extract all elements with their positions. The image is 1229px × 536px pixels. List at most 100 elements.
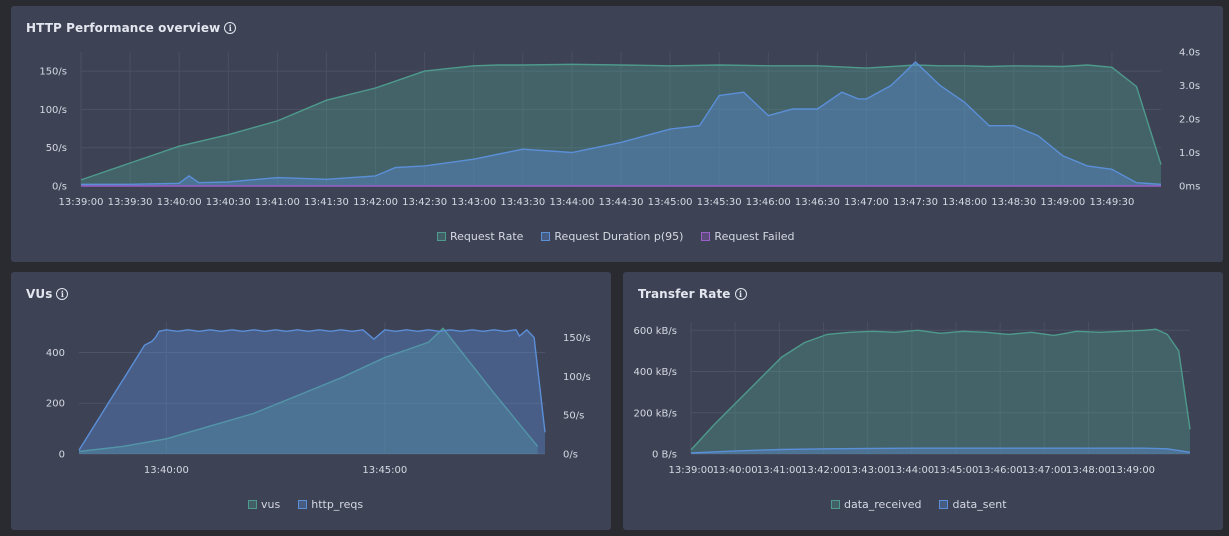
legend-item-request-duration-p-95[interactable]: Request Duration p(95) [541,230,683,243]
legend-item-data-received[interactable]: data_received [831,498,921,511]
y-right-tick-label: 3.0s [1179,81,1200,92]
http-legend: Request Rate Request Duration p(95) Reques… [437,230,795,243]
y-left-tick-label: 50/s [46,143,67,154]
legend-swatch [831,500,840,509]
series-line-vus [78,327,539,453]
legend-swatch [939,500,949,509]
x-tick-label: 13:39:00 [59,197,104,208]
info-icon[interactable]: i [56,288,69,300]
x-tick-label: 13:48:00 [1066,465,1111,476]
y-right-tick-label: 50/s [563,411,584,422]
x-tick-label: 13:42:00 [801,465,846,476]
y-right-tick-label: 0/s [563,450,578,461]
y-right-tick-label: 2.0s [1179,115,1200,126]
legend-label: vus [261,498,281,511]
x-tick-label: 13:48:00 [942,197,987,208]
x-tick-label: 13:41:00 [757,465,802,476]
x-tick-label: 13:43:00 [845,465,890,476]
x-tick-label: 13:43:30 [500,197,545,208]
x-tick-label: 13:45:00 [648,197,693,208]
legend-item-http-reqs[interactable]: http_reqs [298,498,363,511]
x-tick-label: 13:46:30 [795,197,840,208]
y-left-tick-label: 400 [46,348,65,359]
x-tick-label: 13:42:30 [402,197,447,208]
vus-chart: 0 200 400 0/s 50/s 100/s 150/s 13:40:00 13:45:00 [46,322,591,476]
x-tick-label: 13:45:00 [933,465,978,476]
legend-item-data-sent[interactable]: data_sent [939,498,1007,511]
series-line-data-received [690,328,1191,451]
y-left-tick-label: 200 [46,399,65,410]
vus-panel: VUs i 0 200 400 0/s 50/s 100/s 150/s 13:40:00 13… [11,272,611,530]
legend-swatch [248,500,257,509]
x-tick-label: 13:49:30 [1089,197,1134,208]
transfer-legend: data_received data_sent [831,498,1007,511]
series-line-data-sent [690,447,1191,454]
legend-swatch [701,232,711,241]
x-tick-label: 13:44:30 [599,197,644,208]
x-tick-label: 13:44:00 [889,465,934,476]
x-tick-label: 13:43:00 [451,197,496,208]
x-tick-label: 13:46:00 [978,465,1023,476]
http-performance-chart: 0/s 50/s 100/s 150/s 0ms 1.0s 2.0s 3.0s 4.0s 13:3… [39,48,1200,209]
x-tick-label: 13:40:00 [157,197,202,208]
legend-label: Request Failed [714,230,795,243]
y-left-tick-label: 0 B/s [652,450,677,461]
series-line-http-reqs [78,328,546,451]
x-tick-label: 13:49:00 [1110,465,1155,476]
x-tick-label: 13:49:00 [1040,197,1085,208]
series-area-request-duration-p-95 [81,62,1161,186]
x-tick-label: 13:45:00 [362,465,407,476]
x-tick-label: 13:40:00 [144,465,189,476]
legend-item-request-rate[interactable]: Request Rate [437,230,523,243]
x-tick-label: 13:47:30 [893,197,938,208]
legend-label: data_received [844,498,922,511]
y-left-tick-label: 200 kB/s [634,408,678,419]
y-left-tick-label: 0 [59,450,65,461]
series-line-request-rate [80,63,1162,181]
vus-panel-title: VUs i [26,287,69,301]
legend-label: data_sent [952,498,1007,511]
series-area-data-received [691,329,1190,454]
y-left-tick-label: 0/s [52,182,67,193]
x-tick-label: 13:47:00 [844,197,889,208]
legend-swatch [437,232,446,241]
y-right-tick-label: 100/s [563,372,591,383]
x-tick-label: 13:45:30 [697,197,742,208]
y-left-tick-label: 150/s [39,67,67,78]
legend-swatch [298,500,308,509]
x-tick-label: 13:44:00 [549,197,594,208]
series-area-http-reqs [79,329,545,454]
y-right-tick-label: 150/s [563,333,591,344]
x-tick-label: 13:42:00 [353,197,398,208]
x-tick-label: 13:41:30 [304,197,349,208]
transfer-panel-title: Transfer Rate i [638,287,747,301]
y-left-tick-label: 100/s [39,105,67,116]
x-tick-label: 13:40:30 [206,197,251,208]
series-line-request-duration-p-95 [81,61,1162,185]
x-tick-label: 13:39:30 [108,197,153,208]
x-tick-label: 13:40:00 [713,465,758,476]
y-left-tick-label: 400 kB/s [634,367,678,378]
legend-label: Request Rate [450,230,524,243]
y-right-tick-label: 1.0s [1179,148,1200,159]
vus-legend: vus http_reqs [248,498,363,511]
y-right-tick-label: 0ms [1179,182,1200,193]
legend-item-request-failed[interactable]: Request Failed [701,230,795,243]
legend-label: Request Duration p(95) [554,230,684,243]
x-tick-label: 13:39:00 [669,465,714,476]
info-icon[interactable]: i [734,288,747,300]
http-performance-panel: HTTP Performance overview i 0/s 50/s 100/s… [11,6,1223,262]
x-tick-label: 13:46:00 [746,197,791,208]
x-tick-label: 13:48:30 [991,197,1036,208]
y-right-tick-label: 4.0s [1179,48,1200,59]
legend-swatch [541,232,551,241]
legend-item-vus[interactable]: vus [248,498,280,511]
info-icon[interactable]: i [224,22,237,34]
x-tick-label: 13:41:00 [255,197,300,208]
transfer-rate-panel: Transfer Rate i 0 B/s 200 kB/s 400 kB/s 600… [623,272,1223,530]
legend-label: http_reqs [311,498,364,511]
x-tick-label: 13:47:00 [1022,465,1067,476]
http-panel-title: HTTP Performance overview i [26,21,237,35]
y-left-tick-label: 600 kB/s [634,326,678,337]
